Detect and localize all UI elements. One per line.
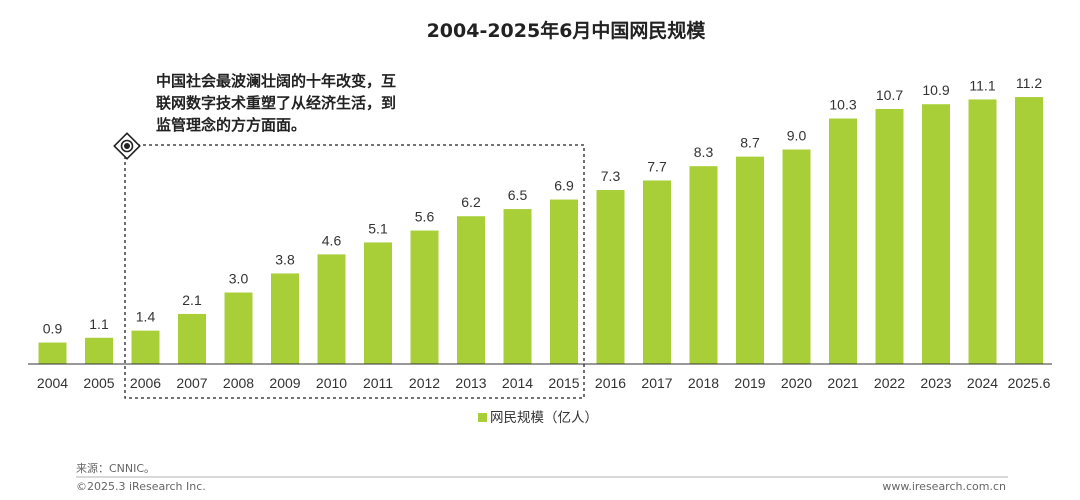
value-label-2020: 9.0 (787, 128, 807, 144)
bar-2023 (922, 104, 950, 364)
bar-2022 (875, 108, 904, 364)
bar-2012 (410, 230, 439, 364)
copyright: ©2025.3 iResearch Inc. (76, 480, 206, 493)
value-label-2012: 5.6 (415, 209, 435, 225)
value-label-2019: 8.7 (740, 135, 760, 151)
bars-group (38, 97, 1043, 365)
x-tick-2018: 2018 (688, 375, 719, 391)
value-label-2014: 6.5 (508, 187, 528, 203)
value-label-2007: 2.1 (182, 292, 202, 308)
value-label-2016: 7.3 (601, 168, 621, 184)
bar-2011 (364, 242, 392, 364)
bar-2010 (317, 254, 346, 364)
x-tick-2022: 2022 (874, 375, 905, 391)
value-labels-group: 0.9 1.1 1.4 2.1 3.0 3.8 4.6 5.1 5.6 6.2 6.5 6.9 7.3 7… (43, 75, 1043, 336)
x-tick-2006: 2006 (130, 375, 161, 391)
x-tick-2013: 2013 (455, 375, 486, 391)
legend-label: 网民规模（亿人） (490, 410, 598, 426)
value-label-2006: 1.4 (136, 309, 156, 325)
value-label-2010: 4.6 (322, 232, 342, 248)
value-label-2024: 11.1 (969, 77, 995, 93)
website: www.iresearch.com.cn (882, 480, 1006, 493)
legend-swatch (478, 413, 487, 422)
value-label-2011: 5.1 (368, 220, 388, 236)
x-tick-2012: 2012 (409, 375, 440, 391)
x-tick-2007: 2007 (176, 375, 207, 391)
x-tick-2015: 2015 (548, 375, 579, 391)
bar-2024 (968, 99, 997, 364)
bar-2006 (131, 330, 160, 364)
value-label-2017: 7.7 (647, 158, 667, 174)
annotation-line-1: 中国社会最波澜壮阔的十年改变，互 (156, 72, 396, 90)
x-tick-2009: 2009 (269, 375, 300, 391)
bar-2013 (457, 216, 485, 364)
value-label-2025.6: 11.2 (1016, 75, 1042, 91)
x-tick-2014: 2014 (502, 375, 533, 391)
value-label-2013: 6.2 (461, 194, 481, 210)
bar-2008 (224, 292, 253, 364)
x-tick-2023: 2023 (920, 375, 951, 391)
value-label-2015: 6.9 (554, 178, 574, 194)
source-note: 来源：CNNIC。 (76, 461, 155, 475)
x-tick-2010: 2010 (316, 375, 347, 391)
x-tick-2019: 2019 (734, 375, 765, 391)
value-label-2023: 10.9 (922, 82, 949, 98)
bar-2004 (38, 342, 67, 364)
bar-2015 (550, 199, 578, 364)
x-tick-2005: 2005 (83, 375, 114, 391)
x-tick-2024: 2024 (967, 375, 998, 391)
x-tick-2008: 2008 (223, 375, 254, 391)
value-label-2009: 3.8 (275, 251, 295, 267)
annotation-line-2: 联网数字技术重塑了从经济生活，到 (156, 94, 396, 112)
bar-2005 (85, 337, 113, 364)
bar-2025.6 (1015, 97, 1043, 365)
x-tick-labels-group: 2004 2005 2006 2007 2008 2009 2010 2011 2012 2013… (37, 375, 1051, 391)
x-tick-2011: 2011 (363, 375, 393, 391)
x-tick-2017: 2017 (641, 375, 672, 391)
value-label-2005: 1.1 (89, 316, 109, 332)
x-tick-2020: 2020 (781, 375, 812, 391)
value-label-2022: 10.7 (876, 87, 903, 103)
x-tick-2025.6: 2025.6 (1008, 375, 1051, 391)
bar-2020 (782, 149, 811, 364)
bar-2009 (271, 273, 299, 364)
bar-2018 (689, 166, 718, 364)
value-label-2008: 3.0 (229, 271, 249, 287)
bar-2019 (736, 156, 764, 364)
x-tick-2021: 2021 (827, 375, 858, 391)
annotation-marker-icon (113, 132, 141, 160)
value-label-2018: 8.3 (694, 144, 714, 160)
annotation-box (124, 144, 585, 399)
bar-2017 (643, 180, 671, 364)
value-label-2021: 10.3 (829, 97, 856, 113)
annotation-line-3: 监管理念的方方面面。 (156, 116, 306, 134)
x-tick-2004: 2004 (37, 375, 68, 391)
value-label-2004: 0.9 (43, 321, 63, 337)
bar-2021 (829, 118, 857, 365)
bar-2016 (596, 190, 625, 364)
chart-title: 2004-2025年6月中国网民规模 (427, 19, 707, 42)
bar-2007 (178, 313, 206, 364)
x-tick-2016: 2016 (595, 375, 626, 391)
bar-2014 (503, 209, 532, 364)
